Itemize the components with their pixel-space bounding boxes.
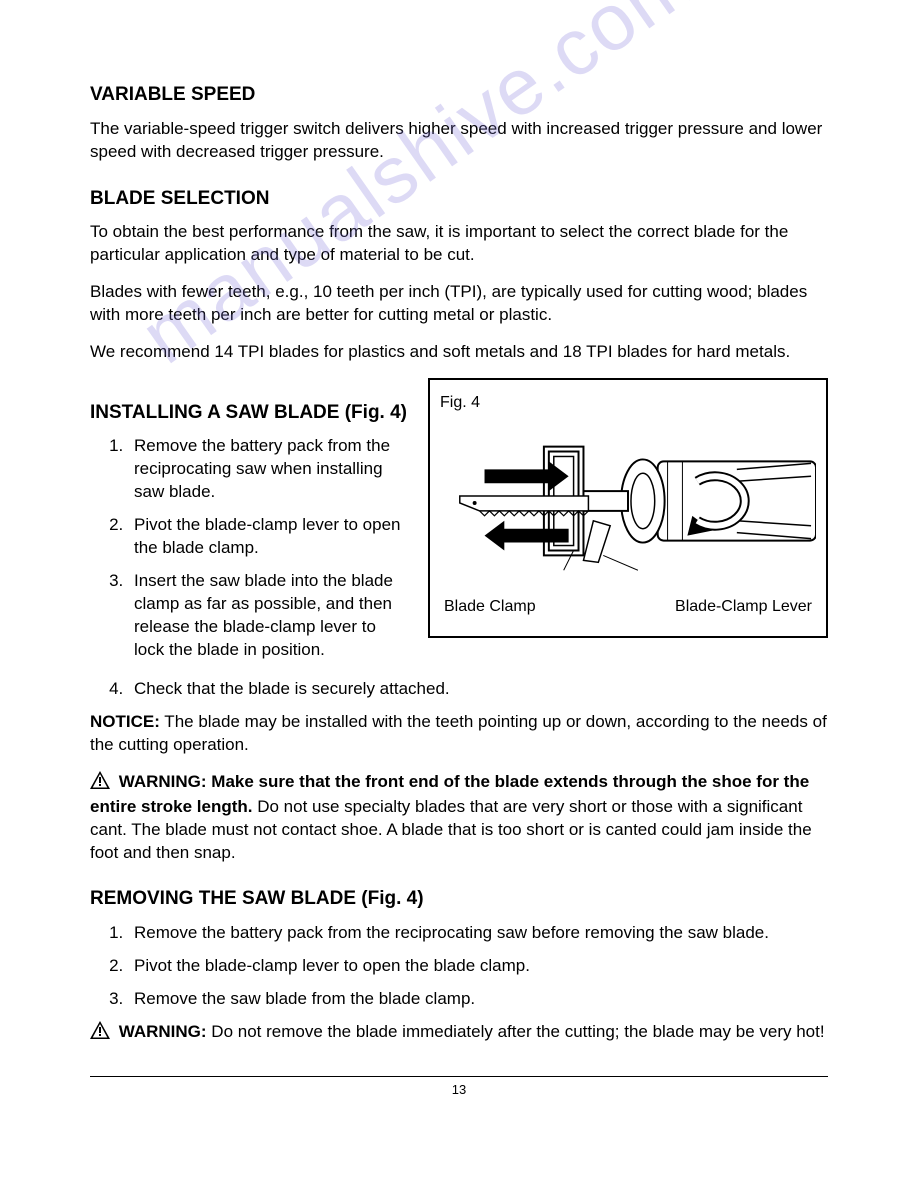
- page-number: 13: [452, 1082, 466, 1097]
- list-item: Pivot the blade-clamp lever to open the …: [128, 514, 410, 560]
- notice-text: The blade may be installed with the teet…: [90, 712, 827, 754]
- heading-blade-selection: BLADE SELECTION: [90, 186, 828, 212]
- variable-speed-body: The variable-speed trigger switch delive…: [90, 118, 828, 164]
- list-item: Check that the blade is securely attache…: [128, 678, 828, 701]
- warning-paragraph-install: WARNING: Make sure that the front end of…: [90, 771, 828, 865]
- blade-selection-p2: Blades with fewer teeth, e.g., 10 teeth …: [90, 281, 828, 327]
- warning-triangle-icon: [90, 1021, 110, 1046]
- figure-4-diagram: [440, 421, 816, 581]
- list-item: Insert the saw blade into the blade clam…: [128, 570, 410, 662]
- heading-removing-blade: REMOVING THE SAW BLADE (Fig. 4): [90, 886, 828, 912]
- warning-remove-text: Do not remove the blade immediately afte…: [207, 1022, 825, 1041]
- figure-caption-right: Blade-Clamp Lever: [675, 596, 812, 618]
- heading-installing-blade: INSTALLING A SAW BLADE (Fig. 4): [90, 400, 410, 426]
- list-item: Pivot the blade-clamp lever to open the …: [128, 955, 828, 978]
- warning-triangle-icon: [90, 771, 110, 796]
- list-item: Remove the battery pack from the recipro…: [128, 435, 410, 504]
- installing-steps-list: Remove the battery pack from the recipro…: [90, 435, 410, 661]
- notice-label: NOTICE:: [90, 712, 160, 731]
- warning-label: WARNING:: [119, 1022, 207, 1041]
- blade-selection-p1: To obtain the best performance from the …: [90, 221, 828, 267]
- installing-steps-list-cont: Check that the blade is securely attache…: [90, 678, 828, 701]
- blade-selection-p3: We recommend 14 TPI blades for plastics …: [90, 341, 828, 364]
- notice-paragraph: NOTICE: The blade may be installed with …: [90, 711, 828, 757]
- warning-paragraph-remove: WARNING: Do not remove the blade immedia…: [90, 1021, 828, 1046]
- figure-label: Fig. 4: [440, 392, 816, 414]
- page-footer: 13: [90, 1076, 828, 1099]
- heading-variable-speed: VARIABLE SPEED: [90, 82, 828, 108]
- list-item: Remove the battery pack from the recipro…: [128, 922, 828, 945]
- figure-caption-left: Blade Clamp: [444, 596, 536, 618]
- list-item: Remove the saw blade from the blade clam…: [128, 988, 828, 1011]
- figure-4: Fig. 4: [428, 378, 828, 638]
- warning-label: WARNING:: [119, 772, 207, 791]
- removing-steps-list: Remove the battery pack from the recipro…: [90, 922, 828, 1011]
